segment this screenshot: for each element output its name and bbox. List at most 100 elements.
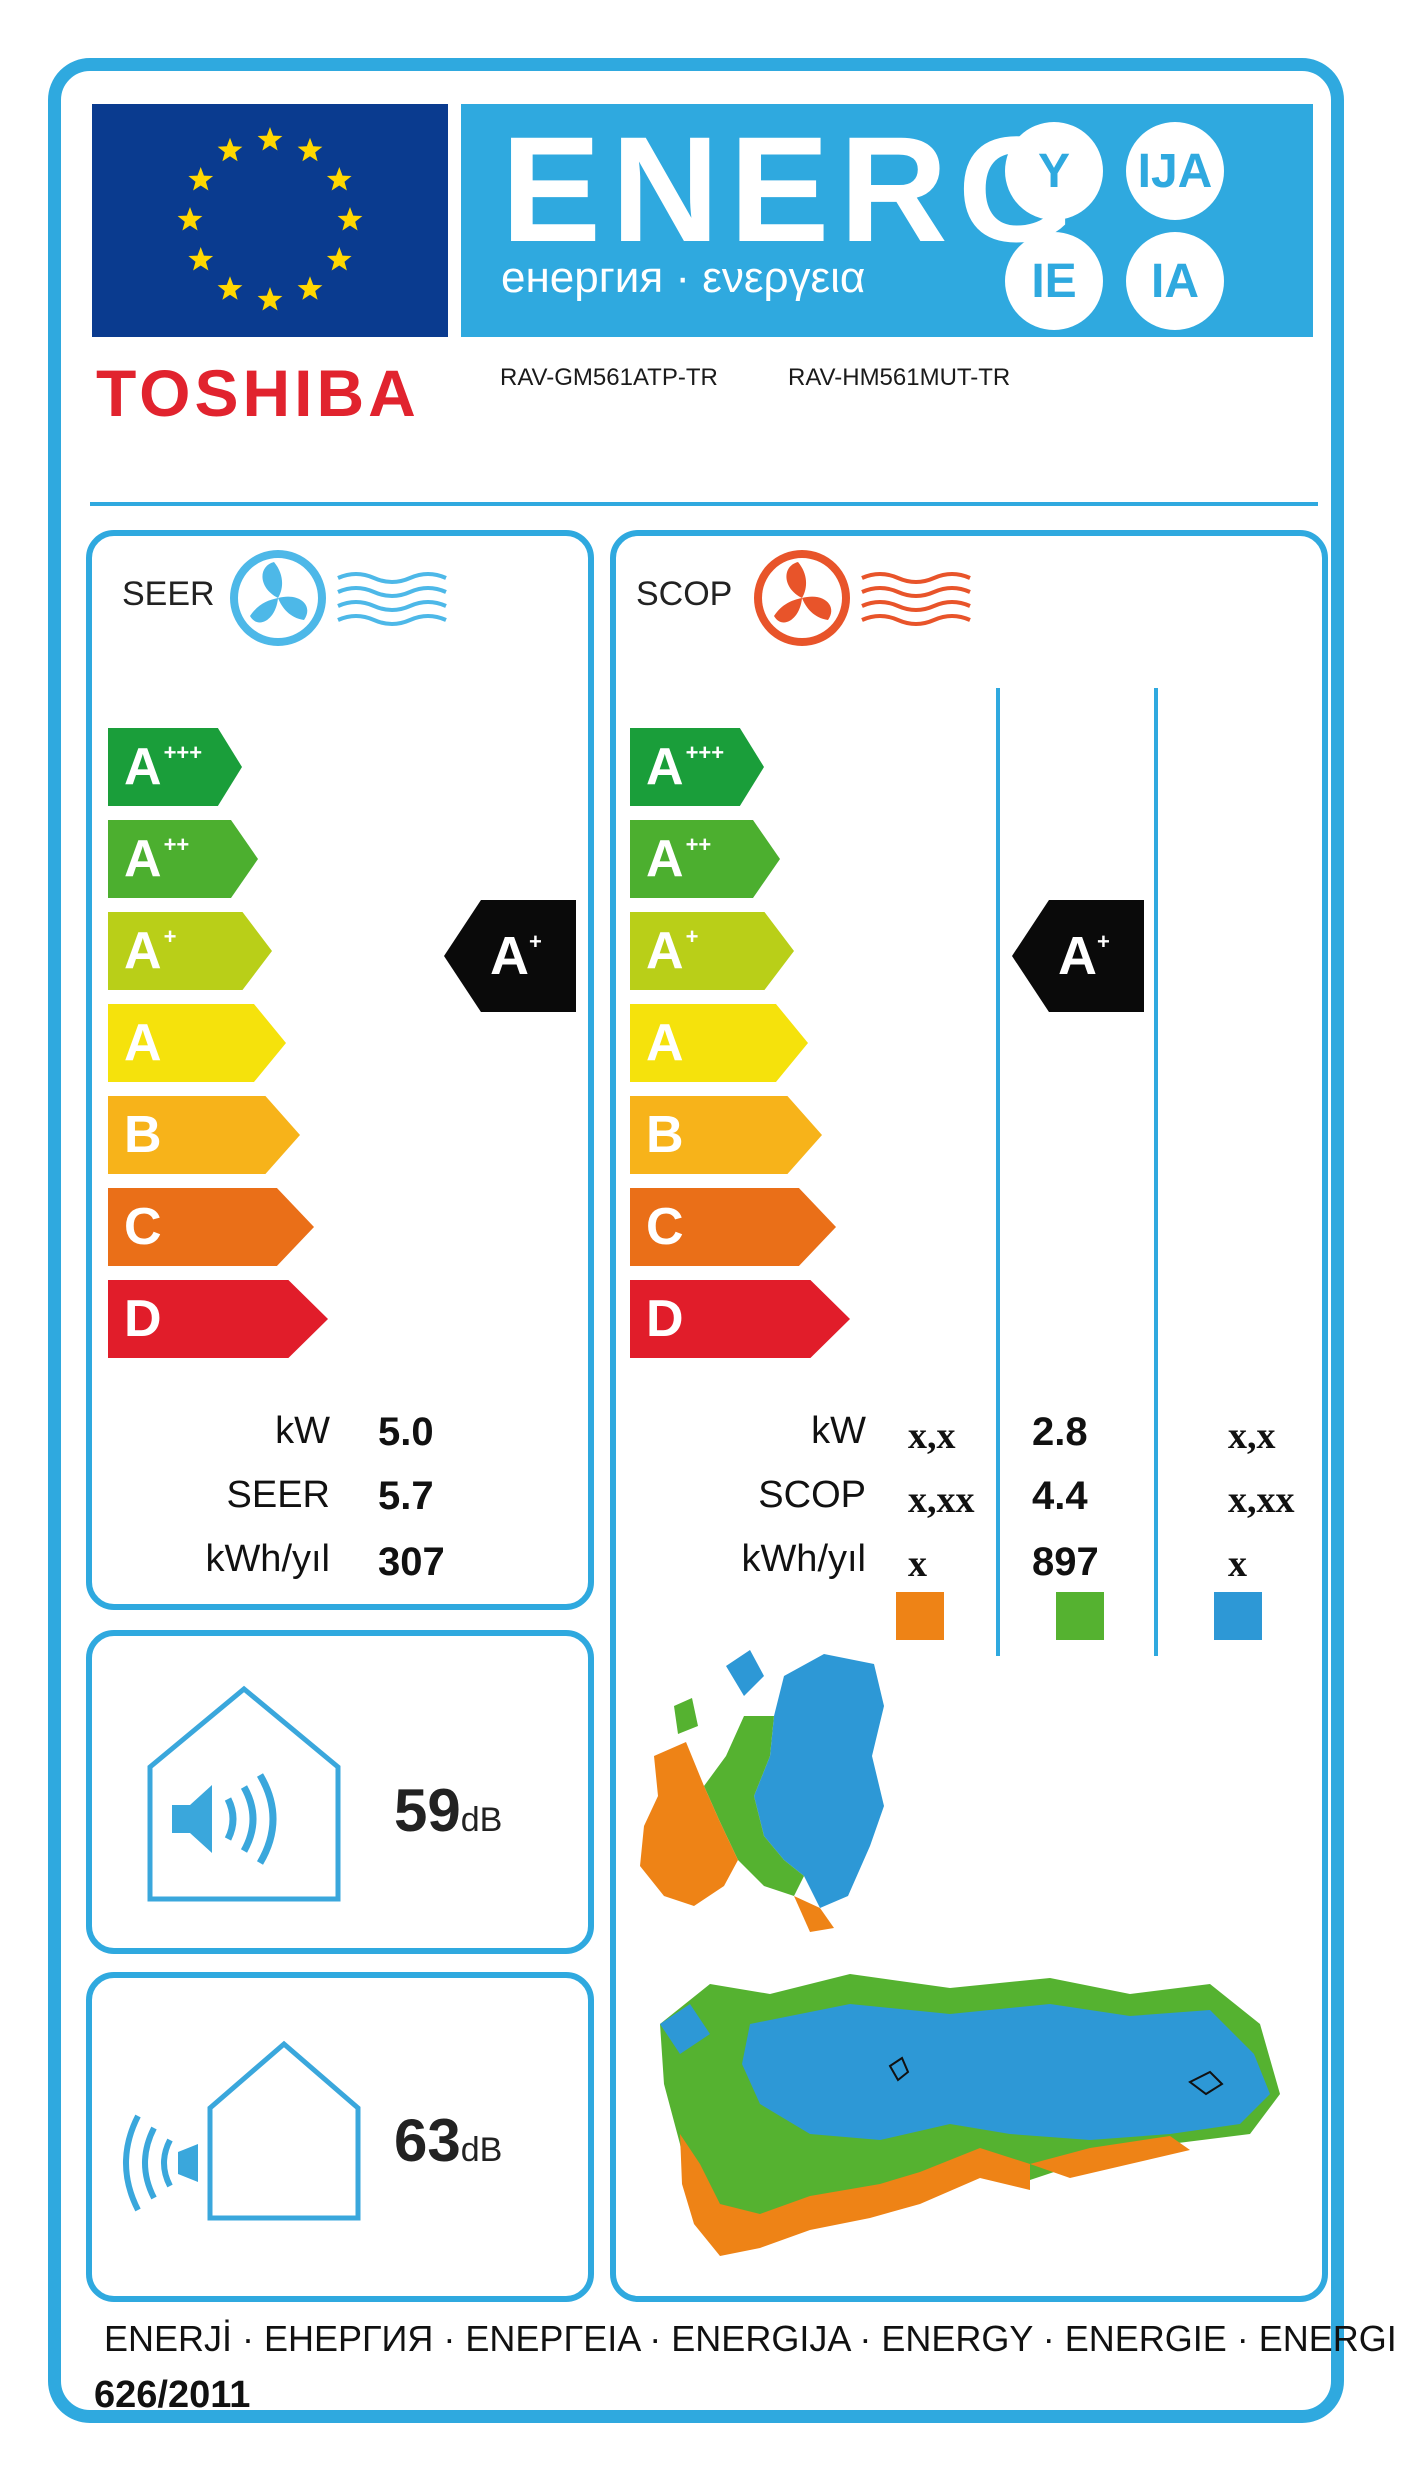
regulation-number: 626/2011	[94, 2374, 251, 2416]
eu-star	[188, 247, 214, 271]
seer-kwh-label: kWh/yıl	[205, 1538, 330, 1580]
class-letter: A	[646, 830, 684, 888]
eu-star	[188, 167, 214, 191]
indoor-noise-panel	[86, 1630, 594, 1954]
eu-star	[326, 167, 352, 191]
class-letter: C	[124, 1198, 162, 1256]
scop-class-arrow: A+	[630, 912, 794, 990]
average-kwh-value: 897	[1032, 1540, 1099, 1584]
class-letter: A	[646, 922, 684, 980]
class-letter: D	[124, 1290, 162, 1348]
scop-class-arrow: B	[630, 1096, 822, 1174]
cold-scop-value: x,xx	[1228, 1479, 1295, 1521]
average-zone-swatch	[1056, 1592, 1104, 1640]
scop-class-arrow: A++	[630, 820, 780, 898]
average-scop-value: 4.4	[1032, 1474, 1088, 1518]
suffix-circle-ia: IA	[1126, 232, 1224, 330]
class-letter: A	[124, 830, 162, 888]
seer-kw-value: 5.0	[378, 1410, 434, 1454]
outdoor-speaker-icon	[123, 2040, 361, 2221]
turkey-climate-map	[660, 1974, 1280, 2256]
cold-zone-swatch	[1214, 1592, 1262, 1640]
brand-logo: TOSHIBA	[96, 356, 420, 430]
indoor-noise-unit: dB	[460, 1801, 503, 1839]
class-plus: +++	[163, 740, 203, 765]
class-letter: A	[646, 738, 684, 796]
eu-stars-icon	[177, 127, 363, 311]
outdoor-noise-panel	[86, 1972, 594, 2302]
class-letter: A	[124, 1014, 162, 1072]
scop-class-arrow: D	[630, 1280, 850, 1358]
indoor-noise-reading: 59dB	[394, 1776, 502, 1845]
eu-star	[177, 207, 203, 231]
seer-kwh-value: 307	[378, 1540, 445, 1584]
scop-class-arrow: A	[630, 1004, 808, 1082]
eu-star	[297, 137, 323, 162]
seer-label: SEER	[122, 575, 215, 613]
class-letter: C	[646, 1198, 684, 1256]
suffix-circle-ie: IE	[1005, 232, 1103, 330]
header-divider	[90, 502, 1318, 506]
eu-star	[217, 137, 243, 162]
class-letter: D	[646, 1290, 684, 1348]
scop-class-arrow: A+++	[630, 728, 764, 806]
scop-column-divider	[1154, 688, 1158, 1656]
class-letter: B	[124, 1106, 162, 1164]
eu-flag	[92, 104, 448, 337]
class-plus: ++	[163, 832, 190, 857]
scop-class-arrow: C	[630, 1188, 836, 1266]
class-letter: B	[646, 1106, 684, 1164]
seer-class-arrow: B	[108, 1096, 300, 1174]
energy-title: ENERG	[501, 105, 1085, 273]
class-plus: ++	[685, 832, 712, 857]
scop-label: SCOP	[636, 575, 733, 613]
eu-star	[217, 276, 243, 300]
seer-class-arrow: A++	[108, 820, 258, 898]
seer-panel	[86, 530, 594, 1610]
indoor-noise-value: 59	[394, 1777, 461, 1844]
scop-column-divider	[996, 688, 1000, 1656]
scop-kwh-label: kWh/yıl	[741, 1538, 866, 1580]
suffix-circle-ija: IJA	[1126, 122, 1224, 220]
warm-zone-swatch	[896, 1592, 944, 1640]
eu-star	[257, 127, 283, 151]
energy-header: ENERG енергия · ενεργεια Y IJA IE IA	[461, 104, 1313, 337]
scop-panel	[610, 530, 1328, 2302]
class-plus: +	[163, 924, 177, 949]
outdoor-noise-reading: 63dB	[394, 2106, 502, 2175]
eu-star	[257, 287, 283, 311]
europe-climate-map	[640, 1650, 884, 1932]
suffix-circle-y: Y	[1005, 122, 1103, 220]
class-letter: A	[124, 922, 162, 980]
energy-subtitle: енергия · ενεργεια	[501, 253, 866, 302]
warm-kwh-value: x	[908, 1543, 927, 1585]
footer-languages: ENERJİ · ЕНЕРГИЯ · ΕΝΕΡΓΕΙΑ · ENERGIJA ·…	[104, 2318, 1397, 2359]
seer-class-arrow: A	[108, 1004, 286, 1082]
outdoor-noise-unit: dB	[460, 2131, 503, 2169]
cold-kw-value: x,x	[1228, 1415, 1276, 1457]
average-kw-value: 2.8	[1032, 1410, 1088, 1454]
eu-star	[326, 247, 352, 271]
indoor-model: RAV-GM561ATP-TR	[500, 364, 718, 391]
seer-class-arrow: A+	[108, 912, 272, 990]
outdoor-model: RAV-HM561MUT-TR	[788, 364, 1011, 391]
class-letter: A	[124, 738, 162, 796]
seer-class-arrow: D	[108, 1280, 328, 1358]
class-plus: +	[685, 924, 699, 949]
indoor-speaker-icon	[147, 1685, 341, 1902]
seer-seer-value: 5.7	[378, 1474, 434, 1518]
scop-kw-label: kW	[811, 1410, 866, 1452]
class-letter: A	[646, 1014, 684, 1072]
cold-kwh-value: x	[1228, 1543, 1247, 1585]
seer-seer-label: SEER	[226, 1474, 330, 1516]
cooling-fan-icon	[230, 550, 447, 646]
warm-scop-value: x,xx	[908, 1479, 975, 1521]
outdoor-noise-value: 63	[394, 2107, 461, 2174]
eu-star	[337, 207, 363, 231]
seer-kw-label: kW	[275, 1410, 330, 1452]
warm-kw-value: x,x	[908, 1415, 956, 1457]
eu-star	[297, 276, 323, 300]
label-frame	[48, 58, 1344, 2423]
scop-scop-label: SCOP	[758, 1474, 866, 1516]
seer-class-arrow: C	[108, 1188, 314, 1266]
